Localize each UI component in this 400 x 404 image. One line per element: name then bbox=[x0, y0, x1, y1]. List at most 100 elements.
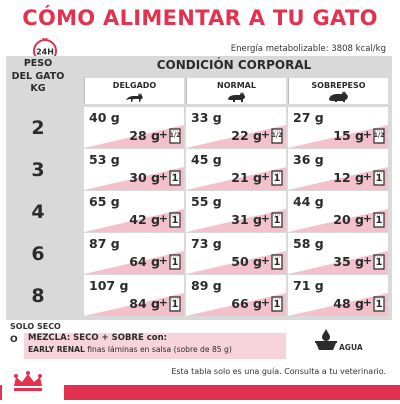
ration-stripe bbox=[84, 251, 184, 274]
plus-sign: + bbox=[362, 296, 372, 309]
mix-dry-amount: 21 g bbox=[231, 170, 262, 185]
pouch-icon bbox=[169, 254, 181, 270]
mix-dry-amount: 35 g bbox=[333, 254, 364, 269]
pouch-icon bbox=[271, 254, 283, 270]
legend-mix-title: MEZCLA: SECO + SOBRE con: bbox=[28, 333, 168, 343]
pouch-quantity: 1 bbox=[273, 173, 281, 184]
pouch-quantity-wrap: 1/2 bbox=[169, 129, 181, 145]
plus-sign: + bbox=[158, 170, 168, 183]
pouch-quantity: 1 bbox=[375, 257, 383, 268]
dry-only-amount: 65 g bbox=[89, 194, 120, 209]
plus-sign: + bbox=[260, 128, 270, 141]
pouch-quantity-wrap: 1 bbox=[271, 297, 283, 313]
plus-sign: + bbox=[362, 170, 372, 183]
mix-dry-amount: 28 g bbox=[129, 128, 160, 143]
page-title: CÓMO ALIMENTAR A TU GATO bbox=[22, 6, 378, 30]
ration-cell: 87 g 64 g +1 bbox=[84, 233, 184, 274]
weight-header-line2: DEL GATO bbox=[11, 70, 65, 82]
pouch-icon bbox=[373, 128, 385, 144]
dry-only-amount: 89 g bbox=[191, 278, 222, 293]
ration-cell: 71 g 48 g +1 bbox=[288, 275, 388, 316]
ration-cell: 73 g 50 g +1 bbox=[186, 233, 286, 274]
dry-only-amount: 33 g bbox=[191, 110, 222, 125]
plus-sign: + bbox=[158, 254, 168, 267]
pouch-quantity: 1 bbox=[273, 215, 281, 226]
weight-kg-label: 2 bbox=[31, 117, 45, 139]
dry-only-amount: 40 g bbox=[89, 110, 120, 125]
ration-cell: 55 g 31 g +1 bbox=[186, 191, 286, 232]
ration-stripe bbox=[186, 251, 286, 274]
pouch-quantity-wrap: 1 bbox=[169, 297, 181, 313]
pouch-quantity-wrap: 1 bbox=[271, 171, 283, 187]
ration-stripe bbox=[288, 167, 388, 190]
column-overweight-label: SOBREPESO bbox=[311, 81, 366, 90]
ration-stripe bbox=[288, 125, 388, 148]
dry-only-amount: 107 g bbox=[89, 278, 129, 293]
plus-sign: + bbox=[260, 296, 270, 309]
legend-mix-detail: EARLY RENAL finas láminas en salsa (sobr… bbox=[28, 345, 232, 354]
mix-dry-amount: 50 g bbox=[231, 254, 262, 269]
pouch-quantity: 1 bbox=[375, 173, 383, 184]
dry-only-amount: 87 g bbox=[89, 236, 120, 251]
pouch-quantity-wrap: 1 bbox=[373, 171, 385, 187]
pouch-icon bbox=[169, 212, 181, 228]
mix-dry-amount: 12 g bbox=[333, 170, 364, 185]
ration-stripe bbox=[186, 167, 286, 190]
weight-header-line1: PESO bbox=[23, 58, 53, 69]
pouch-quantity: 1/2 bbox=[271, 132, 283, 139]
ration-stripe bbox=[288, 209, 388, 232]
crown-icon bbox=[14, 371, 42, 391]
body-condition-header: CONDICIÓN CORPORAL bbox=[156, 58, 312, 72]
mix-dry-amount: 42 g bbox=[129, 212, 160, 227]
pouch-icon bbox=[169, 128, 181, 144]
pouch-quantity: 1 bbox=[171, 299, 179, 310]
pouch-quantity: 1 bbox=[171, 173, 179, 184]
pouch-quantity: 1 bbox=[273, 299, 281, 310]
mix-dry-amount: 31 g bbox=[231, 212, 262, 227]
ration-stripe bbox=[84, 167, 184, 190]
royal-canin-logo bbox=[2, 368, 64, 400]
pouch-quantity-wrap: 1/2 bbox=[271, 129, 283, 145]
pouch-icon bbox=[271, 128, 283, 144]
ration-cell: 65 g 42 g +1 bbox=[84, 191, 184, 232]
pouch-quantity-wrap: 1 bbox=[271, 255, 283, 271]
plus-sign: + bbox=[158, 128, 168, 141]
pouch-quantity: 1/2 bbox=[373, 132, 385, 139]
pouch-icon bbox=[373, 170, 385, 186]
plus-sign: + bbox=[362, 254, 372, 267]
energy-value: Energía metabolizable: 3808 kcal/kg bbox=[230, 44, 386, 54]
pouch-quantity-wrap: 1 bbox=[373, 213, 385, 229]
dry-only-amount: 44 g bbox=[293, 194, 324, 209]
mix-dry-amount: 22 g bbox=[231, 128, 262, 143]
pouch-icon bbox=[271, 212, 283, 228]
dry-only-amount: 71 g bbox=[293, 278, 324, 293]
pouch-icon bbox=[373, 254, 385, 270]
ration-stripe bbox=[186, 125, 286, 148]
ration-cell: 89 g 66 g +1 bbox=[186, 275, 286, 316]
pouch-quantity-wrap: 1 bbox=[169, 255, 181, 271]
column-thin-label: DELGADO bbox=[112, 81, 157, 90]
legend-dry-only: SOLO SECO bbox=[10, 322, 61, 331]
ration-stripe bbox=[288, 293, 388, 316]
pouch-quantity-wrap: 1 bbox=[373, 255, 385, 271]
column-header-thin: DELGADO bbox=[84, 78, 184, 104]
plus-sign: + bbox=[362, 128, 372, 141]
pouch-quantity-wrap: 1 bbox=[373, 297, 385, 313]
mix-dry-amount: 30 g bbox=[129, 170, 160, 185]
plus-sign: + bbox=[158, 296, 168, 309]
dry-only-amount: 73 g bbox=[191, 236, 222, 251]
dry-only-amount: 58 g bbox=[293, 236, 324, 251]
mix-dry-amount: 64 g bbox=[129, 254, 160, 269]
dry-only-amount: 55 g bbox=[191, 194, 222, 209]
ration-stripe bbox=[84, 209, 184, 232]
ration-cell: 45 g 21 g +1 bbox=[186, 149, 286, 190]
ration-cell: 107 g 84 g +1 bbox=[84, 275, 184, 316]
thin-cat-icon bbox=[125, 93, 143, 102]
ration-stripe bbox=[186, 209, 286, 232]
ration-stripe bbox=[186, 293, 286, 316]
legend-or: O bbox=[10, 335, 18, 345]
ration-stripe bbox=[288, 251, 388, 274]
pouch-icon bbox=[169, 170, 181, 186]
pouch-quantity: 1 bbox=[375, 299, 383, 310]
plus-sign: + bbox=[362, 212, 372, 225]
